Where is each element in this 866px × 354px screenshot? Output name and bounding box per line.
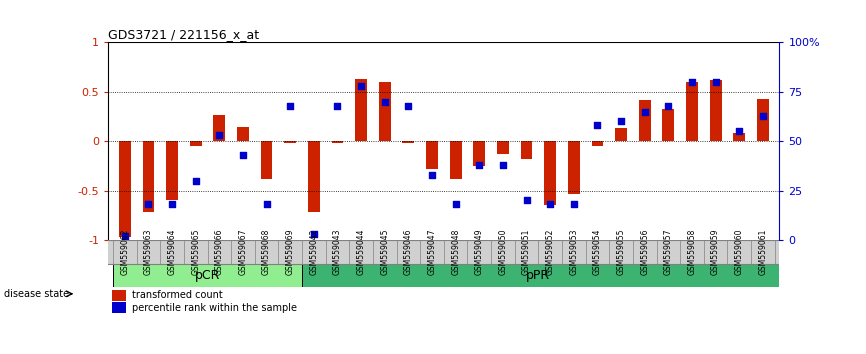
Text: GDS3721 / 221156_x_at: GDS3721 / 221156_x_at bbox=[108, 28, 260, 41]
Point bbox=[141, 202, 155, 207]
Bar bbox=[520, 141, 533, 159]
Text: GSM559052: GSM559052 bbox=[546, 229, 554, 275]
Point bbox=[236, 152, 250, 158]
Point bbox=[591, 122, 604, 128]
Point bbox=[165, 202, 179, 207]
Text: GSM559058: GSM559058 bbox=[688, 229, 696, 275]
Bar bbox=[355, 79, 367, 141]
Text: GSM559065: GSM559065 bbox=[191, 229, 200, 275]
Text: pCR: pCR bbox=[195, 269, 220, 282]
Point bbox=[402, 103, 416, 109]
Text: disease state: disease state bbox=[4, 289, 69, 299]
Text: GSM559064: GSM559064 bbox=[167, 229, 177, 275]
Text: GSM559063: GSM559063 bbox=[144, 229, 153, 275]
Bar bbox=[112, 290, 126, 301]
Bar bbox=[113, 264, 302, 287]
Point bbox=[283, 103, 297, 109]
Text: GSM559069: GSM559069 bbox=[286, 229, 294, 275]
Bar bbox=[112, 302, 126, 313]
Bar bbox=[302, 264, 779, 287]
Text: GSM559054: GSM559054 bbox=[593, 229, 602, 275]
Bar bbox=[119, 141, 131, 237]
Point bbox=[331, 103, 345, 109]
Text: GSM559042: GSM559042 bbox=[309, 229, 319, 275]
Point bbox=[520, 198, 533, 203]
Point bbox=[496, 162, 510, 168]
Bar bbox=[166, 141, 178, 200]
Text: GSM559059: GSM559059 bbox=[711, 229, 721, 275]
Bar bbox=[143, 141, 154, 212]
Point bbox=[212, 132, 226, 138]
Text: GSM559055: GSM559055 bbox=[617, 229, 625, 275]
Bar bbox=[308, 141, 320, 212]
Bar bbox=[108, 240, 779, 264]
Bar bbox=[213, 115, 225, 141]
Text: GSM559066: GSM559066 bbox=[215, 229, 223, 275]
Text: GSM559068: GSM559068 bbox=[262, 229, 271, 275]
Text: GSM559053: GSM559053 bbox=[569, 229, 578, 275]
Bar bbox=[544, 141, 556, 205]
Text: GSM559043: GSM559043 bbox=[333, 229, 342, 275]
Bar bbox=[686, 82, 698, 141]
Point bbox=[354, 83, 368, 89]
Bar bbox=[591, 141, 604, 146]
Text: GSM559049: GSM559049 bbox=[475, 229, 484, 275]
Text: pPR: pPR bbox=[527, 269, 551, 282]
Text: GSM559044: GSM559044 bbox=[357, 229, 365, 275]
Text: GSM559056: GSM559056 bbox=[640, 229, 650, 275]
Point bbox=[472, 162, 486, 168]
Text: GSM559046: GSM559046 bbox=[404, 229, 413, 275]
Bar bbox=[426, 141, 438, 169]
Text: GSM559062: GSM559062 bbox=[120, 229, 129, 275]
Text: GSM559045: GSM559045 bbox=[380, 229, 389, 275]
Bar bbox=[378, 82, 391, 141]
Bar bbox=[237, 127, 249, 141]
Text: GSM559047: GSM559047 bbox=[428, 229, 436, 275]
Point bbox=[662, 103, 675, 109]
Bar bbox=[284, 141, 296, 143]
Text: percentile rank within the sample: percentile rank within the sample bbox=[132, 303, 297, 313]
Text: GSM559048: GSM559048 bbox=[451, 229, 460, 275]
Bar bbox=[474, 141, 485, 166]
Point bbox=[567, 202, 581, 207]
Point bbox=[637, 109, 651, 114]
Bar bbox=[332, 141, 344, 143]
Point bbox=[378, 99, 391, 104]
Point bbox=[614, 119, 628, 124]
Point bbox=[685, 79, 699, 85]
Bar bbox=[497, 141, 509, 154]
Text: GSM559067: GSM559067 bbox=[238, 229, 248, 275]
Point bbox=[425, 172, 439, 178]
Point bbox=[733, 129, 746, 134]
Bar bbox=[639, 100, 650, 141]
Bar bbox=[662, 109, 675, 141]
Bar bbox=[403, 141, 414, 143]
Point bbox=[307, 231, 320, 237]
Bar bbox=[568, 141, 579, 194]
Text: GSM559050: GSM559050 bbox=[499, 229, 507, 275]
Point bbox=[708, 79, 722, 85]
Point bbox=[756, 113, 770, 118]
Text: GSM559051: GSM559051 bbox=[522, 229, 531, 275]
Point bbox=[449, 202, 462, 207]
Text: GSM559057: GSM559057 bbox=[664, 229, 673, 275]
Bar bbox=[261, 141, 273, 179]
Bar bbox=[709, 80, 721, 141]
Bar bbox=[734, 133, 745, 141]
Bar bbox=[190, 141, 202, 146]
Point bbox=[118, 233, 132, 239]
Bar bbox=[757, 99, 769, 141]
Text: GSM559060: GSM559060 bbox=[734, 229, 744, 275]
Point bbox=[189, 178, 203, 184]
Bar bbox=[615, 129, 627, 141]
Point bbox=[260, 202, 274, 207]
Bar bbox=[449, 141, 462, 179]
Point bbox=[543, 202, 557, 207]
Text: GSM559061: GSM559061 bbox=[759, 229, 767, 275]
Text: transformed count: transformed count bbox=[132, 290, 223, 301]
